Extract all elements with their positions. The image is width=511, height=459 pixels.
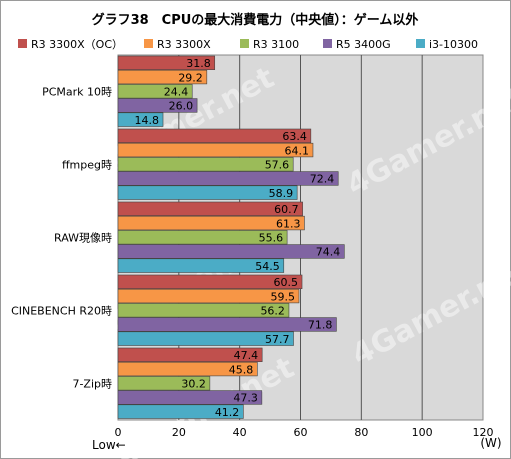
chart-title: グラフ38 CPUの最大消費電力（中央値）：ゲーム以外 (92, 12, 419, 28)
low-direction-label: Low← (92, 438, 126, 452)
bar-r3-3300x-oc (117, 347, 263, 362)
bar-value-label: 58.9 (269, 187, 294, 200)
bar-value-label: 60.5 (274, 276, 299, 289)
legend-item-r3-3300x: R3 3300X (144, 38, 211, 51)
legend-item-r3-3100: R3 3100 (240, 38, 299, 51)
category-label: RAW現像時 (54, 232, 112, 245)
bar-r3-3300x (117, 142, 314, 158)
bar-value-label: 30.2 (181, 378, 206, 391)
legend-item-r5-3400g: R5 3400G (323, 38, 391, 51)
bar-value-label: 72.4 (310, 173, 335, 186)
bar-value-label: 41.2 (215, 406, 240, 419)
legend-label: R5 3400G (336, 38, 391, 51)
bar-value-label: 71.8 (308, 319, 333, 332)
legend-swatch (144, 39, 153, 48)
category-label: ffmpeg時 (62, 159, 112, 172)
bar-value-label: 56.2 (260, 305, 285, 318)
bar-r3-3300x-oc (117, 128, 312, 143)
bar-r3-3100 (117, 230, 288, 245)
bar-r3-3100 (117, 303, 290, 318)
bar-value-label: 59.5 (270, 290, 295, 303)
x-tick-label: 40 (233, 426, 247, 439)
x-tick-label: 100 (412, 426, 433, 439)
bar-r3-3100 (117, 376, 211, 391)
legend-swatch (416, 39, 425, 48)
bar-value-label: 29.2 (178, 71, 203, 84)
legend-item-r3-3300x-oc: R3 3300X（OC） (18, 38, 123, 51)
bar-value-label: 57.6 (265, 159, 290, 172)
category-label: 7-Zip時 (72, 378, 112, 391)
bar-r5-3400g (117, 171, 339, 186)
legend-label: i3-10300 (429, 38, 478, 51)
bar-value-label: 31.8 (186, 57, 211, 70)
bar-value-label: 63.4 (282, 130, 307, 143)
bar-value-label: 57.7 (265, 333, 290, 346)
category-label: PCMark 10時 (42, 86, 112, 99)
bar-i3-10300 (117, 185, 298, 200)
bar-r3-3300x-oc (117, 55, 216, 70)
bar-i3-10300 (117, 331, 294, 346)
bar-r3-3300x (117, 288, 300, 304)
legend-label: R3 3100 (253, 38, 299, 51)
bar-r3-3300x (117, 215, 305, 231)
legend-label: R3 3300X（OC） (31, 38, 123, 51)
bar-value-label: 47.3 (233, 392, 258, 405)
bar-value-label: 74.4 (316, 246, 341, 259)
bar-value-label: 26.0 (169, 100, 194, 113)
bar-value-label: 14.8 (135, 114, 160, 127)
x-axis-ticks: 0 20 40 60 80 100 120 (115, 426, 494, 439)
legend-swatch (323, 39, 332, 48)
bar-r3-3300x-oc (117, 201, 303, 216)
bar-r5-3400g (117, 317, 337, 332)
bar-r5-3400g (117, 390, 263, 405)
x-tick-label: 120 (473, 426, 494, 439)
bar-value-label: 47.4 (234, 349, 259, 362)
bar-r3-3100 (117, 157, 294, 172)
bar-value-label: 61.3 (276, 217, 301, 230)
bar-value-label: 54.5 (255, 260, 280, 273)
bar-i3-10300 (117, 404, 244, 419)
bar-r3-3300x (117, 361, 258, 377)
bar-value-label: 45.8 (229, 363, 254, 376)
bar-value-label: 55.6 (259, 232, 284, 245)
x-tick-label: 20 (172, 426, 186, 439)
bar-r3-3300x (117, 69, 208, 85)
category-labels: PCMark 10時 ffmpeg時 RAW現像時 CINEBENCH R20時 7-Z… (11, 86, 112, 391)
bar-value-label: 24.4 (164, 86, 189, 99)
legend-item-i3-10300: i3-10300 (416, 38, 478, 51)
bar-value-label: 64.1 (284, 144, 309, 157)
bar-r3-3300x-oc (117, 274, 303, 289)
bar-r3-3100 (117, 84, 193, 99)
bar-i3-10300 (117, 112, 164, 127)
bars-layer: 31.829.2 24.426.0 14.8 63.464.1 57.6 72.4 58.9… (117, 55, 345, 419)
x-axis-unit: (W) (480, 436, 501, 450)
legend-swatch (18, 39, 27, 48)
legend-label: R3 3300X (157, 38, 211, 51)
x-tick-label: 80 (354, 426, 368, 439)
bar-r5-3400g (117, 244, 345, 259)
bar-i3-10300 (117, 258, 285, 273)
x-tick-label: 60 (294, 426, 308, 439)
legend-swatch (240, 39, 249, 48)
bar-value-label: 60.7 (274, 203, 299, 216)
category-label: CINEBENCH R20時 (11, 305, 112, 318)
legend: R3 3300X（OC） R3 3300X R3 3100 R5 3400G i3-10… (18, 38, 478, 51)
bar-r5-3400g (117, 98, 198, 113)
x-tick-label: 0 (115, 426, 122, 439)
